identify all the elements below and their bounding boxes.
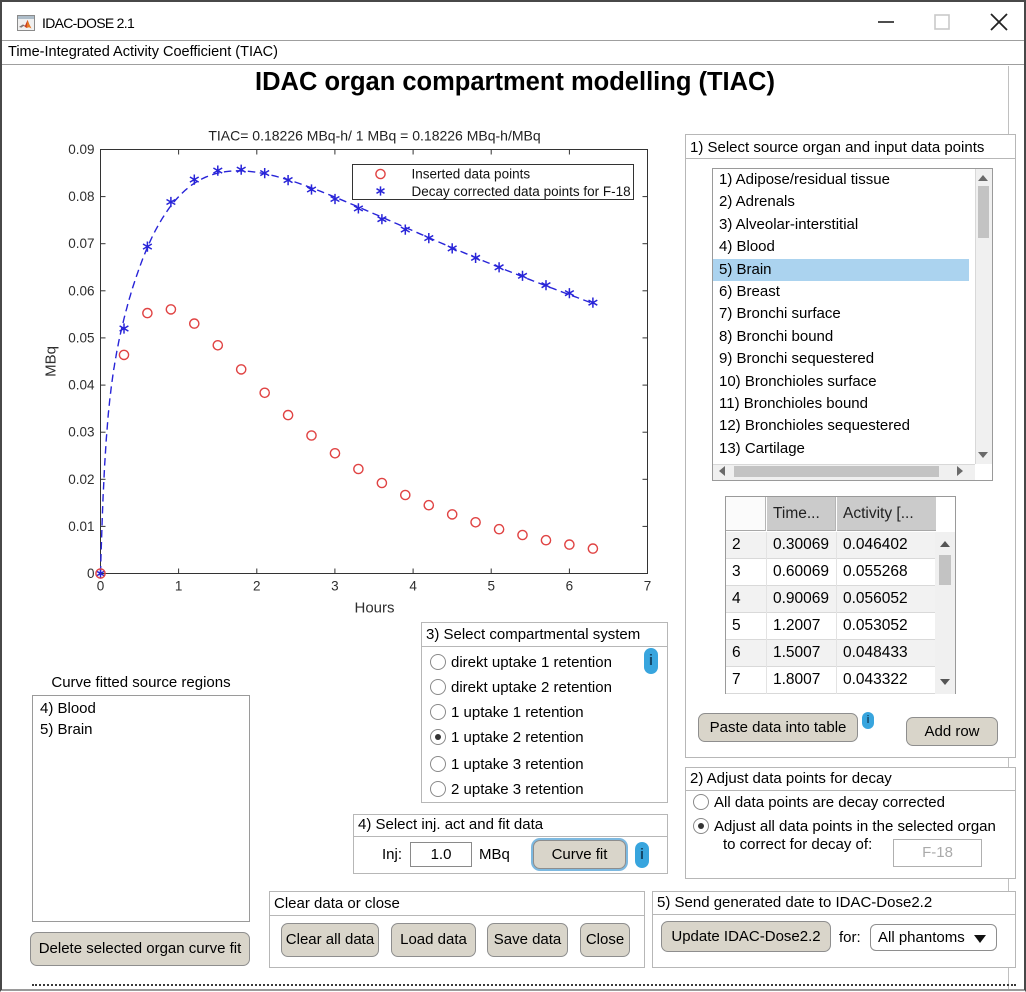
svg-text:Decay corrected data points fo: Decay corrected data points for F-18 xyxy=(412,184,631,199)
svg-text:0.07: 0.07 xyxy=(68,236,94,251)
svg-text:TIAC= 0.18226 MBq-h/ 1 MBq = 0: TIAC= 0.18226 MBq-h/ 1 MBq = 0.18226 MBq… xyxy=(208,128,540,144)
svg-text:0.01: 0.01 xyxy=(68,519,94,534)
svg-text:5: 5 xyxy=(487,579,495,594)
svg-text:Hours: Hours xyxy=(354,600,394,617)
svg-text:0.05: 0.05 xyxy=(68,330,94,345)
svg-text:0.04: 0.04 xyxy=(68,378,95,393)
svg-text:0: 0 xyxy=(97,579,105,594)
svg-text:2: 2 xyxy=(253,579,261,594)
svg-text:0.09: 0.09 xyxy=(68,142,94,157)
svg-text:0: 0 xyxy=(87,566,95,581)
svg-text:0.02: 0.02 xyxy=(68,472,94,487)
svg-text:0.08: 0.08 xyxy=(68,189,94,204)
svg-text:6: 6 xyxy=(566,579,574,594)
svg-text:3: 3 xyxy=(331,579,339,594)
svg-text:MBq: MBq xyxy=(43,346,60,377)
svg-text:1: 1 xyxy=(175,579,183,594)
svg-text:Inserted data points: Inserted data points xyxy=(412,167,531,182)
svg-text:0.06: 0.06 xyxy=(68,283,94,298)
svg-text:4: 4 xyxy=(409,579,417,594)
svg-text:0.03: 0.03 xyxy=(68,425,94,440)
svg-text:7: 7 xyxy=(644,579,652,594)
